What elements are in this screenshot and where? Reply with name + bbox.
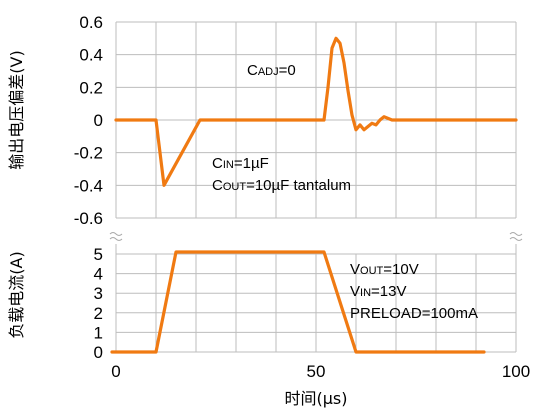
current-y-tick-label: 4 bbox=[94, 265, 103, 284]
axis-break-right bbox=[509, 232, 523, 236]
x-axis-title: 时间(µs) bbox=[284, 389, 347, 408]
current-y-tick-label: 3 bbox=[94, 284, 103, 303]
current-y-tick-label: 1 bbox=[94, 323, 103, 342]
voltage-y-tick-label: 0.4 bbox=[79, 46, 103, 65]
voltage-annotation: COUT=10µF tantalum bbox=[212, 177, 351, 194]
current-annotation: VIN=13V bbox=[350, 283, 406, 300]
load-current-line bbox=[110, 250, 486, 354]
voltage-y-tick-label: 0 bbox=[94, 111, 103, 130]
axis-break-right-2 bbox=[509, 237, 523, 241]
x-tick-label: 50 bbox=[307, 362, 326, 381]
voltage-y-tick-label: 0.6 bbox=[79, 13, 103, 32]
voltage-annotation: CADJ=0 bbox=[247, 62, 296, 79]
current-y-tick-label: 2 bbox=[94, 304, 103, 323]
current-y-tick-label: 0 bbox=[94, 343, 103, 362]
current-annotation: PRELOAD=100mA bbox=[350, 305, 478, 322]
voltage-y-tick-label: -0.4 bbox=[74, 176, 103, 195]
x-tick-label: 100 bbox=[502, 362, 530, 381]
axis-break-left bbox=[109, 232, 123, 236]
voltage-y-tick-label: -0.6 bbox=[74, 209, 103, 228]
voltage-axis-title: 输出电压偏差(V) bbox=[7, 50, 26, 169]
current-panel-grid bbox=[109, 232, 523, 353]
current-annotation: VOUT=10V bbox=[350, 261, 419, 278]
axis-break-left-2 bbox=[109, 237, 123, 241]
voltage-deviation-line bbox=[114, 36, 518, 187]
current-y-tick-label: 5 bbox=[94, 245, 103, 264]
voltage-y-tick-label: -0.2 bbox=[74, 144, 103, 163]
voltage-annotation: CIN=1µF bbox=[212, 155, 269, 172]
voltage-y-tick-label: 0.2 bbox=[79, 78, 103, 97]
current-axis-title: 负载电流(A) bbox=[7, 251, 26, 338]
chart-marks bbox=[110, 36, 518, 354]
x-tick-label: 0 bbox=[111, 362, 120, 381]
